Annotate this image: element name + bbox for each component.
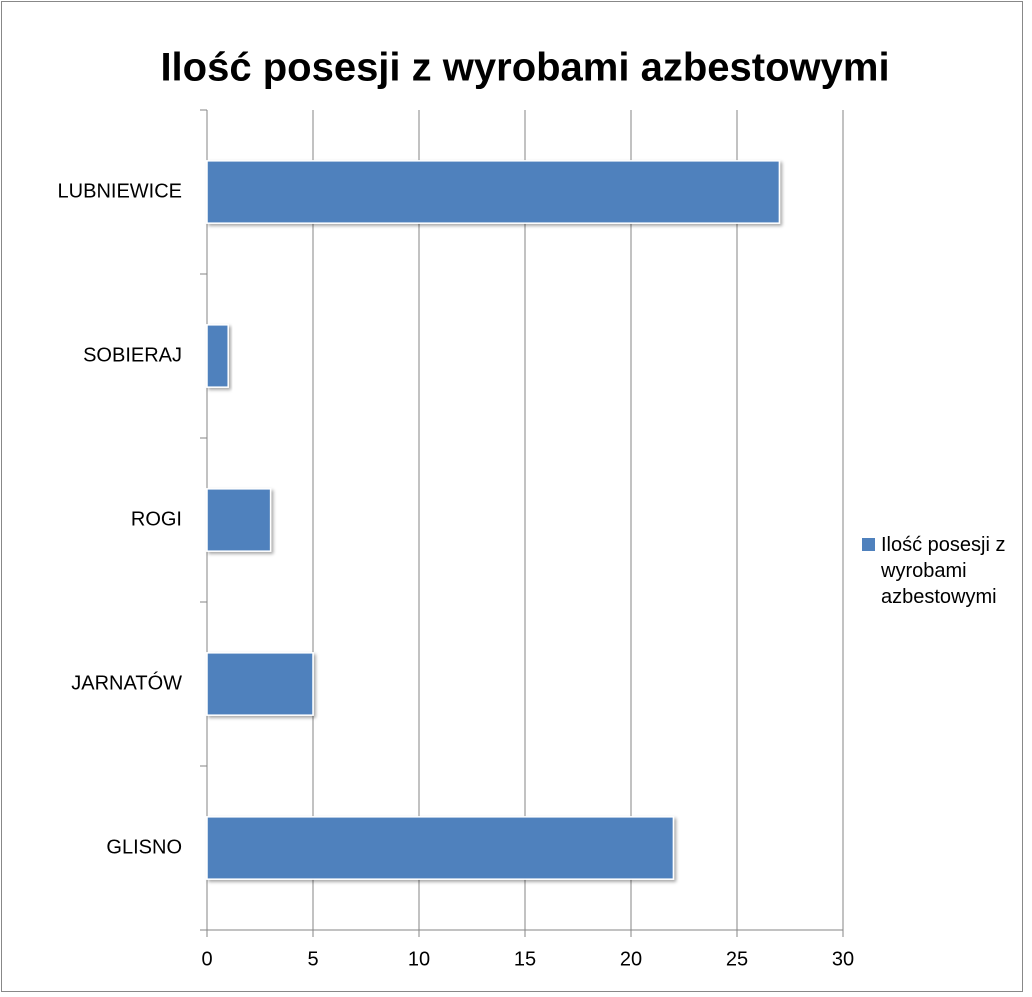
y-tick-label: SOBIERAJ — [83, 344, 182, 366]
bar — [206, 652, 314, 716]
y-tick-label: ROGI — [131, 508, 182, 530]
x-tick-label: 0 — [201, 948, 212, 970]
bar — [206, 324, 229, 388]
y-tick-label: LUBNIEWICE — [58, 180, 182, 202]
x-tick-label: 5 — [307, 948, 318, 970]
bar — [206, 488, 272, 552]
x-tick-label: 10 — [408, 948, 430, 970]
y-tick-label: JARNATÓW — [71, 671, 182, 694]
bar — [206, 816, 675, 880]
bar — [206, 160, 781, 224]
x-tick-label: 15 — [514, 948, 536, 970]
x-tick-label: 20 — [620, 948, 642, 970]
legend-swatch — [862, 538, 875, 551]
y-tick-label: GLISNO — [106, 836, 182, 858]
legend-label: Ilość posesji z wyrobami azbestowymi — [881, 534, 1006, 608]
x-tick-label: 30 — [832, 948, 854, 970]
legend: Ilość posesji z wyrobami azbestowymi — [862, 532, 1012, 610]
chart-title: Ilość posesji z wyrobami azbestowymi — [160, 46, 889, 90]
x-tick-label: 25 — [726, 948, 748, 970]
